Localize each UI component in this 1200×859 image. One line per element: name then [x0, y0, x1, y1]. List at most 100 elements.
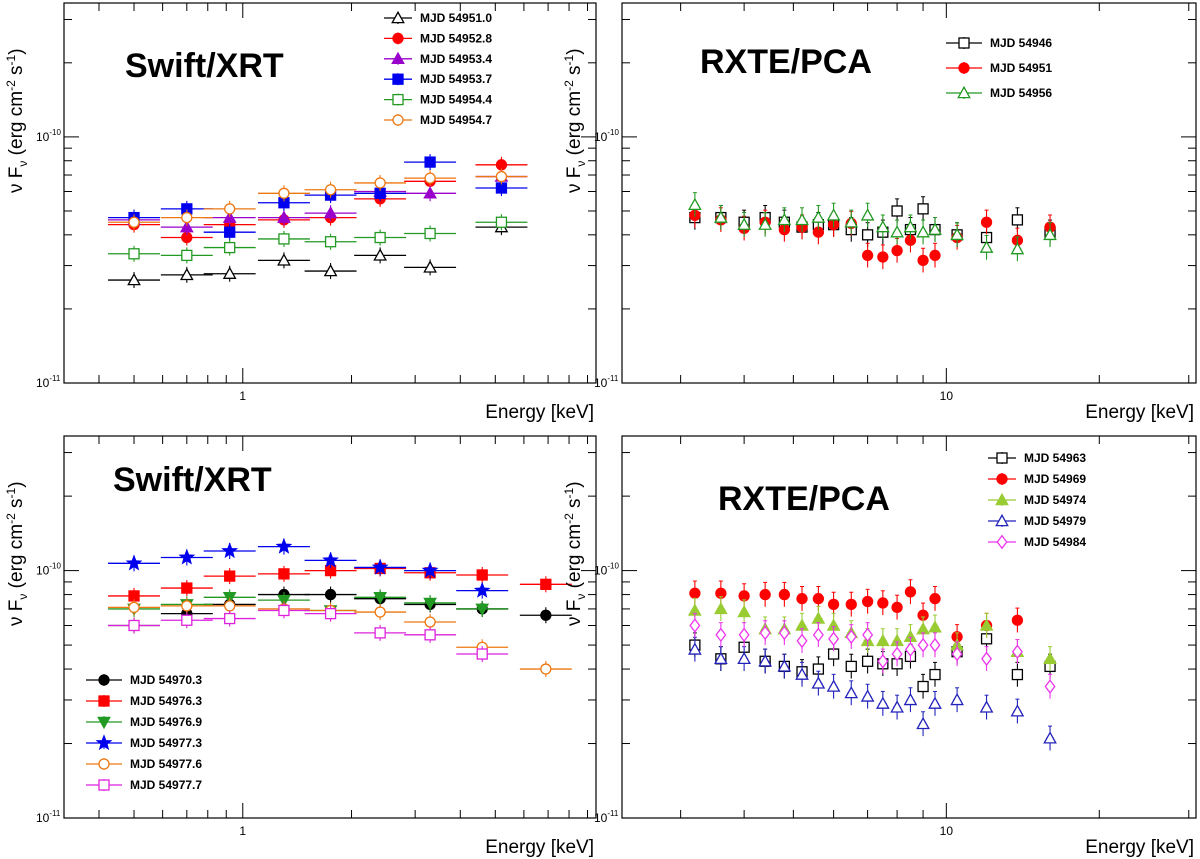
legend-label: MJD 54954.7	[420, 113, 492, 127]
data-point	[322, 551, 339, 568]
data-point	[128, 601, 140, 614]
plot-frame	[621, 435, 1197, 819]
legend-label: MJD 54956	[990, 86, 1052, 100]
legend: MJD 54951.0 MJD 54952.8 MJD 54953.4 MJD 549…	[384, 10, 492, 127]
series-mjd-54954.7	[108, 168, 528, 231]
data-point	[916, 622, 930, 635]
data-point	[777, 659, 792, 672]
data-point	[979, 700, 994, 713]
data-point	[277, 594, 291, 608]
y-axis-label: ν Fν (erg cm-2 s-1)	[562, 481, 588, 626]
data-point	[423, 186, 437, 199]
legend-entry: MJD 54976.9	[86, 715, 202, 730]
data-point	[540, 578, 552, 590]
y-tick-label: 10-11	[594, 809, 619, 825]
data-point	[181, 600, 193, 612]
y-axis-label-part: s	[6, 65, 27, 80]
legend-marker	[958, 62, 970, 74]
legend-marker	[995, 513, 1009, 527]
data-point	[875, 633, 890, 647]
legend-marker	[957, 85, 971, 99]
series-mjd-54977.7	[108, 602, 509, 663]
legend-entry: MJD 54953.7	[384, 72, 492, 86]
chart-title: RXTE/PCA	[718, 480, 890, 518]
y-tick-label-base: 10	[36, 130, 50, 144]
data-point	[875, 696, 890, 709]
data-point	[891, 205, 903, 217]
data-point	[495, 170, 508, 183]
data-point	[916, 716, 930, 730]
y-tick-label: 10-10	[594, 562, 619, 578]
data-point	[928, 696, 942, 709]
y-tick-label: 10-10	[36, 562, 61, 578]
data-point	[714, 651, 728, 665]
legend-entry: MJD 54951.0	[384, 10, 492, 25]
legend-entry: MJD 54956	[946, 85, 1052, 100]
data-point	[1043, 731, 1057, 744]
legend-marker	[391, 10, 405, 24]
legend: MJD 54970.3 MJD 54976.3 MJD 54976.9 MJD 549…	[86, 673, 202, 792]
chart-title: Swift/XRT	[125, 47, 284, 85]
data-point	[917, 203, 929, 215]
data-point	[928, 620, 942, 633]
legend-entry: MJD 54954.4	[384, 93, 492, 107]
legend-marker	[392, 93, 404, 106]
series-mjd-54953.4	[108, 168, 528, 236]
data-point	[979, 618, 994, 631]
data-point	[714, 210, 728, 223]
legend-marker	[98, 779, 110, 791]
legend-label: MJD 54953.4	[420, 52, 492, 66]
legend-entry: MJD 54963	[988, 451, 1086, 465]
legend-entry: MJD 54977.3	[86, 734, 202, 751]
data-point	[179, 267, 194, 281]
data-point	[877, 251, 889, 263]
data-point	[928, 222, 942, 235]
data-point	[277, 210, 291, 223]
legend-label: MJD 54977.6	[130, 757, 202, 771]
data-point	[222, 266, 237, 279]
y-axis-label-part: ν	[574, 594, 588, 600]
legend-label: MJD 54951	[990, 61, 1052, 75]
x-axis-label: Energy [keV]	[485, 837, 594, 858]
data-point	[374, 627, 386, 639]
x-tick-label: 1	[239, 389, 246, 403]
y-axis-label-part: )	[564, 481, 585, 487]
data-point	[181, 249, 193, 262]
data-point	[179, 220, 194, 233]
data-point	[371, 558, 389, 575]
y-axis-label-part: -1	[4, 54, 18, 65]
data-point	[181, 582, 193, 594]
y-axis-label: ν Fν (erg cm-2 s-1)	[562, 48, 588, 193]
y-tick-label: 10-10	[594, 128, 619, 144]
data-point	[917, 254, 929, 267]
data-point	[688, 642, 702, 655]
legend-entry: MJD 54954.7	[384, 113, 492, 127]
y-axis-label: ν Fν (erg cm-2 s-1)	[4, 481, 30, 626]
data-point	[981, 651, 993, 667]
data-point	[1044, 679, 1056, 694]
x-tick-label: 1	[239, 824, 246, 838]
legend-entry: MJD 54953.4	[384, 51, 492, 66]
legend-label: MJD 54977.3	[130, 736, 202, 750]
data-point	[495, 159, 508, 171]
axis-ticks	[64, 436, 596, 819]
data-point	[916, 225, 930, 238]
y-axis-label-part: -1	[562, 54, 576, 65]
data-point	[540, 609, 552, 621]
legend-entry: MJD 54969	[988, 472, 1086, 486]
data-point	[128, 216, 140, 228]
y-tick-label-exp: -11	[49, 809, 61, 818]
data-point	[495, 216, 508, 228]
data-point	[860, 208, 875, 221]
y-axis-label-part: )	[564, 48, 585, 54]
data-point	[224, 203, 236, 215]
legend-marker	[98, 695, 110, 707]
data-point	[324, 588, 337, 601]
legend-entry: MJD 54984	[988, 534, 1086, 550]
data-point	[689, 618, 701, 633]
data-point	[845, 660, 857, 673]
y-axis-label-part: -1	[4, 487, 18, 498]
y-tick-label: 10-11	[36, 374, 61, 390]
